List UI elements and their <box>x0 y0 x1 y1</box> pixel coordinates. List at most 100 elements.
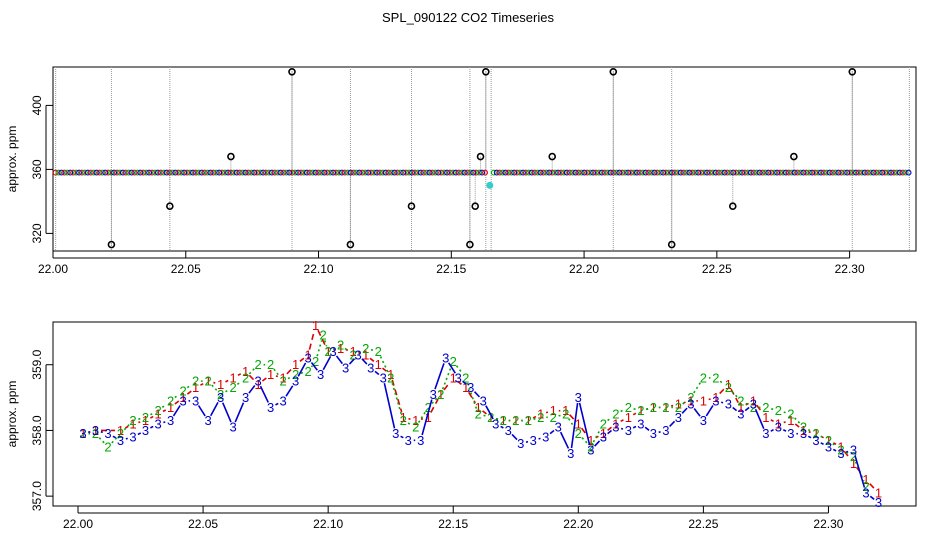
series-point-label: 2 <box>450 354 457 369</box>
baseline-point <box>143 169 150 176</box>
baseline-point <box>522 169 529 176</box>
baseline-point <box>470 169 477 176</box>
y-tick-label: 358.0 <box>30 415 44 445</box>
baseline-point <box>642 169 649 176</box>
series-segment <box>532 415 537 419</box>
baseline-point <box>87 169 94 176</box>
baseline-point <box>233 169 240 176</box>
series-segment <box>322 356 332 371</box>
series-segment <box>287 376 292 380</box>
baseline-point <box>598 169 605 176</box>
baseline-point <box>625 169 632 176</box>
series-point-label: 3 <box>342 361 349 376</box>
series-segment <box>807 428 812 432</box>
series-point-label: 2 <box>550 410 557 425</box>
baseline-point <box>885 169 892 176</box>
series-segment <box>434 363 445 390</box>
baseline-point <box>128 169 135 176</box>
baseline-point <box>298 169 304 176</box>
series-point-label: 3 <box>762 426 769 441</box>
baseline-point <box>820 169 827 176</box>
baseline-point <box>534 169 541 176</box>
baseline-point <box>391 169 398 176</box>
baseline-point <box>815 169 821 176</box>
series-point-label: 3 <box>192 393 199 408</box>
baseline-point <box>899 169 906 176</box>
top-y-axis-label: approx. ppm <box>5 126 19 193</box>
series-point-label: 2 <box>750 400 757 415</box>
baseline-point <box>379 169 386 176</box>
series-segment <box>482 410 487 415</box>
series-segment <box>210 402 219 417</box>
baseline-point <box>417 169 424 176</box>
series-point-label: 2 <box>79 426 86 441</box>
series-segment <box>150 425 154 429</box>
baseline-point <box>601 169 608 176</box>
series-segment <box>234 402 245 423</box>
series-segment <box>391 382 403 416</box>
baseline-point <box>52 169 59 176</box>
series-point-label: 1 <box>92 423 99 438</box>
series-segment <box>569 414 576 421</box>
series-point-label: 3 <box>267 400 274 415</box>
series-point-label: 3 <box>330 344 337 359</box>
series-point-label: 1 <box>400 410 407 425</box>
baseline-point <box>677 169 684 176</box>
baseline-point <box>853 169 859 176</box>
series-point-label: 1 <box>242 364 249 379</box>
series-segment <box>782 428 787 432</box>
baseline-point <box>587 169 594 176</box>
baseline-point <box>709 169 716 176</box>
series-point-label: 2 <box>537 410 544 425</box>
series-point-label: 2 <box>687 390 694 405</box>
series-segment <box>443 381 451 391</box>
series-point-label: 3 <box>505 423 512 438</box>
series-point-label: 1 <box>229 370 236 385</box>
series-point-label: 3 <box>392 426 399 441</box>
series-point-label: 3 <box>825 439 832 454</box>
baseline-point <box>520 169 526 176</box>
baseline-point <box>595 169 602 176</box>
baseline-point <box>674 169 681 176</box>
baseline-point <box>429 169 436 176</box>
series-point-label: 2 <box>500 413 507 428</box>
baseline-point <box>432 169 439 176</box>
baseline-point <box>455 169 462 176</box>
marker-point <box>609 68 618 76</box>
baseline-point <box>122 169 129 176</box>
baseline-point <box>222 169 229 176</box>
baseline-point <box>867 169 874 176</box>
series-point-label: 3 <box>317 367 324 382</box>
baseline-point <box>458 169 465 176</box>
baseline-point <box>797 169 804 176</box>
series-segment <box>310 362 318 371</box>
series-segment <box>391 379 403 413</box>
series-point-label: 2 <box>400 413 407 428</box>
baseline-point <box>578 169 585 176</box>
series-segment <box>236 380 242 385</box>
baseline-point <box>768 169 775 176</box>
baseline-point <box>698 169 705 176</box>
series-segment <box>417 411 426 423</box>
baseline-point <box>213 169 220 176</box>
series-point-label: 2 <box>325 344 332 359</box>
series-point-label: 1 <box>500 413 507 428</box>
series-point-label: 1 <box>487 410 494 425</box>
series-point-label: 1 <box>512 413 519 428</box>
baseline-point <box>747 169 754 176</box>
baseline-point <box>204 169 211 176</box>
baseline-point <box>67 169 74 176</box>
series-segment <box>681 407 688 414</box>
series-point-label: 2 <box>725 380 732 395</box>
series-point-label: 2 <box>320 328 327 343</box>
series-point-label: 3 <box>875 495 882 510</box>
baseline-point <box>540 169 547 176</box>
series-point-label: 2 <box>462 370 469 385</box>
baseline-point <box>420 169 427 176</box>
baseline-point <box>479 169 486 176</box>
baseline-point <box>742 169 748 176</box>
baseline-point <box>590 169 597 176</box>
baseline-point <box>765 169 772 176</box>
baseline-point <box>76 169 82 176</box>
baseline-point <box>882 169 889 176</box>
